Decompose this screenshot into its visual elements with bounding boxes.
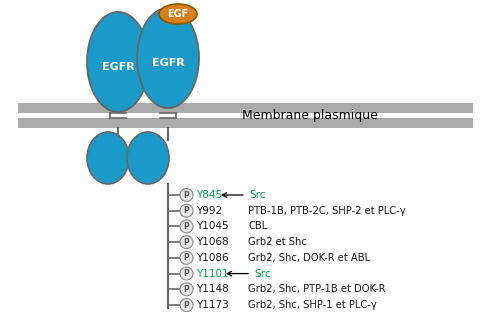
Text: Y1101: Y1101 (196, 268, 228, 279)
Text: Y1148: Y1148 (196, 284, 229, 294)
Text: P: P (184, 222, 190, 231)
Text: P: P (184, 269, 190, 278)
Ellipse shape (159, 4, 197, 24)
Text: EGFR: EGFR (102, 62, 134, 72)
Text: Y845: Y845 (196, 190, 222, 200)
Text: Src: Src (254, 268, 271, 279)
Text: Y992: Y992 (196, 206, 222, 216)
Text: Grb2, Shc, SHP-1 et PLC-γ: Grb2, Shc, SHP-1 et PLC-γ (248, 300, 377, 310)
Text: Y1068: Y1068 (196, 237, 228, 247)
Text: P: P (184, 253, 190, 262)
Text: Y1086: Y1086 (196, 253, 228, 263)
Text: P: P (184, 206, 190, 215)
Text: PTB-1B, PTB-2C, SHP-2 et PLC-γ: PTB-1B, PTB-2C, SHP-2 et PLC-γ (248, 206, 406, 216)
Text: EGF: EGF (167, 9, 189, 19)
Circle shape (180, 251, 193, 264)
Text: Grb2, Shc, DOK-R et ABL: Grb2, Shc, DOK-R et ABL (248, 253, 370, 263)
Ellipse shape (87, 132, 129, 184)
Text: P: P (184, 300, 190, 309)
Text: CBL: CBL (248, 221, 267, 231)
Text: Grb2, Shc, PTP-1B et DOK-R: Grb2, Shc, PTP-1B et DOK-R (248, 284, 385, 294)
Ellipse shape (127, 132, 169, 184)
Text: Grb2 et Shc: Grb2 et Shc (248, 237, 307, 247)
Circle shape (180, 236, 193, 249)
Text: Y1045: Y1045 (196, 221, 228, 231)
Circle shape (180, 220, 193, 233)
Circle shape (180, 267, 193, 280)
Text: P: P (184, 238, 190, 247)
Text: Membrane plasmique: Membrane plasmique (242, 109, 378, 122)
Text: Src: Src (249, 190, 265, 200)
Text: EGFR: EGFR (152, 58, 184, 68)
Text: P: P (184, 285, 190, 294)
Bar (18, 118, 473, 128)
Ellipse shape (137, 8, 199, 108)
Ellipse shape (87, 12, 149, 112)
Text: Y1173: Y1173 (196, 300, 229, 310)
Bar (18, 103, 473, 113)
Circle shape (180, 188, 193, 202)
Circle shape (180, 283, 193, 296)
Circle shape (180, 299, 193, 311)
Circle shape (180, 204, 193, 217)
Text: P: P (184, 190, 190, 199)
